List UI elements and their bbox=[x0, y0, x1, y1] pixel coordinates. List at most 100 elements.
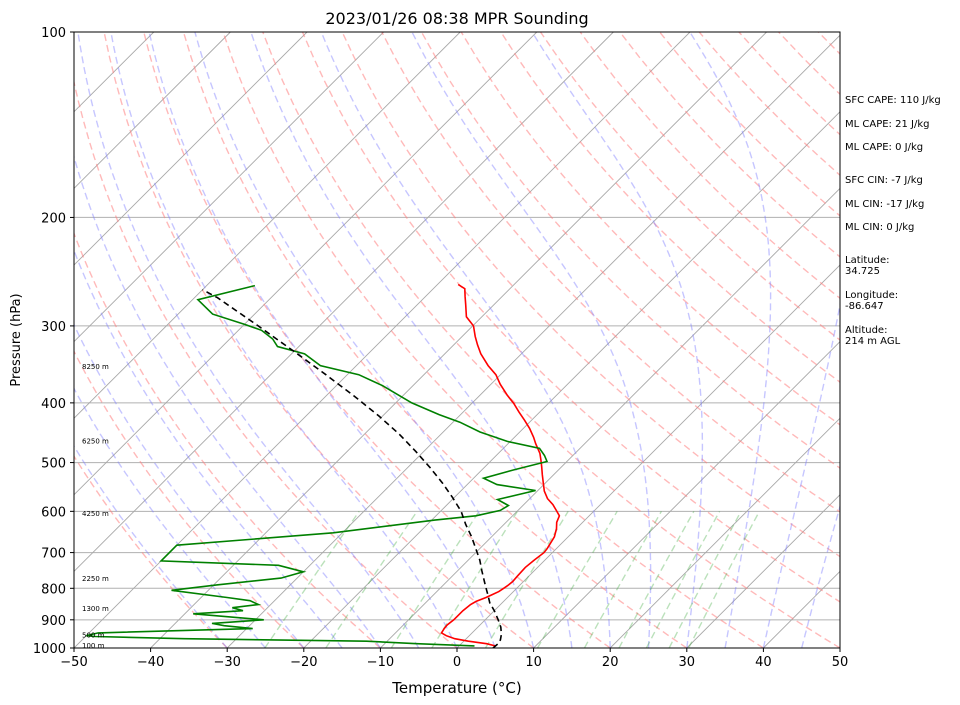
moist-adiabat-line bbox=[689, 32, 772, 648]
isotherm-line bbox=[609, 417, 840, 648]
y-tick-label: 600 bbox=[41, 505, 66, 520]
dry-adiabat-line bbox=[103, 32, 535, 648]
info-line: ML CAPE: 21 J/kg bbox=[845, 119, 930, 130]
info-line: Latitude: bbox=[845, 255, 890, 266]
moist-adiabat-line bbox=[110, 32, 458, 648]
x-tick-label: −10 bbox=[367, 655, 394, 670]
moist-adiabat-line bbox=[801, 504, 840, 648]
y-tick-label: 400 bbox=[41, 397, 66, 412]
info-line: ML CAPE: 0 J/kg bbox=[845, 142, 924, 153]
mixing-ratio-line bbox=[688, 510, 761, 648]
dry-adiabat-line bbox=[460, 32, 840, 426]
x-tick-label: −40 bbox=[137, 655, 164, 670]
dry-adiabat-line bbox=[341, 32, 840, 558]
isotherm-line bbox=[74, 32, 461, 419]
plot-frame bbox=[73, 31, 841, 649]
mixing-ratio-line bbox=[536, 510, 618, 648]
info-entry: ML CIN: -17 J/kg bbox=[845, 199, 924, 210]
height-label: 6250 m bbox=[82, 437, 109, 445]
isotherm-line bbox=[74, 32, 538, 496]
dry-adiabat-line bbox=[143, 32, 611, 648]
info-line: Longitude: bbox=[845, 290, 899, 301]
height-label: 500 m bbox=[82, 632, 105, 640]
dry-adiabat-line bbox=[579, 32, 840, 300]
dry-adiabat-line bbox=[222, 32, 764, 648]
moist-adiabat-line bbox=[74, 387, 267, 648]
y-tick-label: 200 bbox=[41, 211, 66, 226]
isotherm-line bbox=[380, 187, 840, 648]
isotherm-line bbox=[686, 494, 840, 648]
info-line: 34.725 bbox=[845, 266, 880, 277]
isotherm-line bbox=[74, 32, 231, 190]
x-tick-label: 50 bbox=[832, 655, 849, 670]
isotherm-line bbox=[303, 111, 840, 648]
moist-adiabat-line bbox=[148, 32, 496, 648]
y-tick-label: 100 bbox=[41, 26, 66, 41]
moist-adiabat-line bbox=[74, 154, 381, 648]
chart-title: 2023/01/26 08:38 MPR Sounding bbox=[325, 9, 588, 28]
parcel-profile-line bbox=[202, 288, 503, 648]
dry-adiabat-line bbox=[74, 231, 381, 648]
height-label: 4250 m bbox=[82, 510, 109, 518]
isotherm-line bbox=[74, 32, 614, 573]
info-entry: Longitude: -86.647 bbox=[845, 290, 898, 312]
mixing-ratio-line bbox=[618, 510, 695, 648]
height-label: 2250 m bbox=[82, 575, 109, 583]
dry-adiabat-line bbox=[182, 32, 688, 648]
info-entry: Altitude: 214 m AGL bbox=[845, 325, 900, 347]
info-entry: SFC CIN: -7 J/kg bbox=[845, 175, 923, 186]
y-tick-label: 500 bbox=[41, 457, 66, 472]
dry-adiabat-line bbox=[381, 32, 840, 513]
dry-adiabat-line bbox=[539, 32, 840, 341]
isotherm-line bbox=[226, 34, 840, 648]
x-tick-label: 10 bbox=[525, 655, 542, 670]
info-entry: ML CAPE: 0 J/kg bbox=[845, 142, 923, 153]
y-tick-label: 300 bbox=[41, 320, 66, 335]
x-tick-label: −20 bbox=[290, 655, 317, 670]
info-line: 214 m AGL bbox=[845, 336, 901, 347]
x-tick-label: −50 bbox=[60, 655, 87, 670]
dewpoint-profile-line bbox=[86, 284, 549, 647]
moist-adiabat-line bbox=[762, 301, 840, 648]
moist-adiabat-line bbox=[74, 444, 228, 648]
x-tick-label: 20 bbox=[602, 655, 619, 670]
isotherm-line bbox=[150, 32, 767, 648]
y-axis-label: Pressure (hPa) bbox=[9, 293, 24, 386]
mixing-ratio-line bbox=[325, 510, 418, 648]
moist-adiabat-line bbox=[194, 32, 535, 648]
dry-adiabat-line bbox=[74, 79, 458, 648]
x-tick-label: 40 bbox=[755, 655, 772, 670]
mixing-ratio-line bbox=[264, 510, 360, 648]
moist-adiabat-line bbox=[250, 32, 573, 648]
moist-adiabat-line bbox=[74, 323, 305, 648]
mixing-ratio-line bbox=[645, 510, 721, 648]
temperature-profile-line bbox=[440, 283, 561, 647]
dry-adiabat-line bbox=[74, 454, 228, 648]
height-label: 100 m bbox=[82, 642, 105, 650]
mixing-ratio-line bbox=[583, 510, 663, 648]
mixing-ratio-line bbox=[668, 510, 742, 648]
moist-adiabat-line bbox=[531, 32, 704, 648]
dry-adiabat-line bbox=[500, 32, 840, 384]
info-line: ML CIN: 0 J/kg bbox=[845, 222, 915, 233]
isotherm-line bbox=[456, 264, 840, 648]
x-tick-label: 30 bbox=[679, 655, 696, 670]
isotherm-line bbox=[533, 340, 840, 648]
dry-adiabat-line bbox=[262, 32, 840, 648]
info-line: ML CIN: -17 J/kg bbox=[845, 199, 925, 210]
mixing-ratio-line bbox=[390, 510, 480, 648]
y-tick-label: 800 bbox=[41, 582, 66, 597]
info-line: -86.647 bbox=[845, 301, 884, 312]
isotherm-line bbox=[74, 32, 384, 343]
y-tick-label: 900 bbox=[41, 614, 66, 629]
x-axis-label: Temperature (°C) bbox=[391, 679, 521, 697]
y-tick-label: 1000 bbox=[33, 642, 66, 657]
moist-adiabat-line bbox=[74, 248, 343, 648]
height-label: 1300 m bbox=[82, 605, 109, 613]
moist-adiabat-line bbox=[77, 32, 420, 648]
info-entry: SFC CAPE: 110 J/kg bbox=[845, 95, 941, 106]
x-tick-label: −30 bbox=[213, 655, 240, 670]
mixing-ratio-line bbox=[484, 510, 569, 648]
x-tick-label: 0 bbox=[453, 655, 461, 670]
